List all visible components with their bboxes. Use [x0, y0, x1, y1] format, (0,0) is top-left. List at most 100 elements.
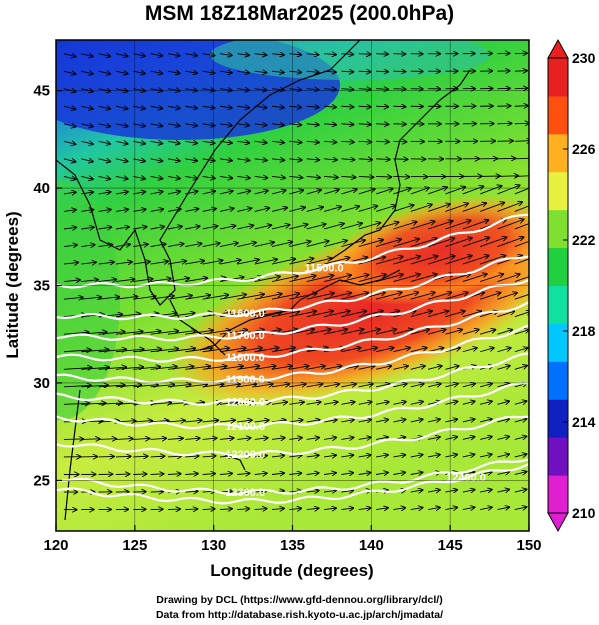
wind-arrow [497, 472, 509, 475]
wind-arrow [133, 54, 145, 56]
wind-arrow [185, 474, 198, 475]
contour-label: 11700.0 [226, 330, 265, 342]
wind-arrow [289, 176, 302, 177]
wind-arrow [341, 89, 353, 90]
wind-arrow [341, 473, 353, 475]
wind-arrow [271, 473, 284, 474]
wind-arrow [306, 420, 320, 422]
contour-label: 12000.0 [225, 397, 265, 409]
wind-arrow [98, 124, 111, 127]
wind-arrow [133, 209, 146, 211]
wind-arrow [358, 89, 371, 90]
colorbar-segment [548, 247, 568, 286]
wind-arrow [254, 124, 267, 125]
wind-arrow [219, 106, 232, 108]
wind-arrow [323, 455, 336, 457]
y-tick-label: 40 [33, 180, 50, 197]
wind-arrow [63, 280, 80, 282]
wind-arrow [219, 159, 232, 161]
wind-arrow [271, 159, 284, 160]
wind-arrow [514, 311, 529, 318]
wind-arrow [445, 274, 470, 283]
wind-arrow [115, 385, 141, 387]
wind-arrow [376, 54, 388, 55]
wind-arrow [271, 455, 284, 457]
wind-arrow [167, 509, 180, 510]
wind-arrow [167, 348, 195, 353]
wind-arrow [133, 438, 149, 439]
wind-arrow [375, 205, 395, 212]
wind-arrow [306, 366, 325, 370]
wind-arrow [462, 256, 489, 265]
wind-arrow [133, 367, 160, 370]
x-tick-label: 120 [43, 537, 68, 554]
wind-arrow [219, 420, 235, 422]
wind-arrow [341, 71, 353, 72]
wind-arrow [237, 384, 256, 387]
wind-arrow [514, 366, 527, 370]
wind-arrow [514, 240, 529, 247]
wind-arrow [271, 276, 298, 283]
wind-arrow [254, 208, 270, 212]
wind-arrow [237, 330, 264, 335]
wind-arrow [497, 437, 509, 440]
wind-arrow [358, 159, 372, 160]
wind-arrow [306, 176, 320, 177]
wind-arrow [271, 190, 286, 195]
wind-arrow [185, 509, 197, 510]
wind-arrow [323, 106, 336, 107]
wind-arrow [480, 384, 492, 387]
wind-arrow [237, 124, 249, 126]
wind-arrow [63, 141, 76, 144]
wind-arrow [81, 280, 98, 282]
wind-arrow [98, 159, 111, 162]
colorbar-segment [548, 437, 568, 476]
wind-arrow [358, 176, 374, 177]
wind-arrow [375, 222, 398, 230]
wind-arrow [514, 348, 528, 353]
wind-arrow [514, 507, 527, 510]
wind-arrow [237, 473, 249, 474]
wind-arrow [427, 419, 440, 422]
wind-arrow [98, 54, 111, 57]
wind-arrow [514, 330, 529, 335]
wind-arrow [306, 71, 319, 72]
wind-arrow [202, 54, 215, 56]
cool-region [210, 40, 490, 80]
wind-arrow [341, 402, 354, 404]
wind-arrow [497, 219, 523, 230]
wind-arrow [514, 106, 528, 107]
wind-arrow [427, 437, 440, 440]
x-axis-label: Longitude (degrees) [210, 561, 373, 580]
wind-arrow [462, 454, 475, 457]
wind-arrow [497, 366, 509, 370]
wind-arrow [185, 106, 197, 108]
wind-arrow [98, 192, 111, 194]
wind-arrow [497, 489, 509, 492]
wind-arrow [167, 474, 181, 475]
wind-arrow [427, 329, 446, 335]
wind-arrow [323, 89, 336, 90]
wind-arrow [445, 384, 457, 387]
wind-arrow [167, 106, 180, 108]
wind-arrow [81, 141, 93, 144]
colorbar-segment [548, 95, 568, 135]
wind-arrow [497, 176, 518, 177]
wind-arrow [393, 205, 413, 212]
wind-arrow [185, 124, 197, 126]
wind-arrow [133, 141, 145, 143]
wind-arrow [306, 311, 333, 318]
wind-arrow [514, 187, 529, 195]
wind-arrow [410, 366, 425, 370]
wind-arrow [150, 54, 163, 56]
wind-arrow [202, 509, 215, 510]
wind-arrow [358, 54, 371, 55]
wind-arrow [479, 348, 494, 353]
credit-drawing: Drawing by DCL (https://www.gfd-dennou.o… [156, 594, 443, 606]
wind-arrow [133, 331, 160, 335]
longitude-ticks: 120 125 130 135 140 145 150 [43, 525, 542, 554]
wind-arrow [393, 256, 420, 265]
colorbar-segment [548, 133, 568, 173]
wind-arrow [81, 124, 93, 127]
wind-arrow [462, 238, 490, 247]
